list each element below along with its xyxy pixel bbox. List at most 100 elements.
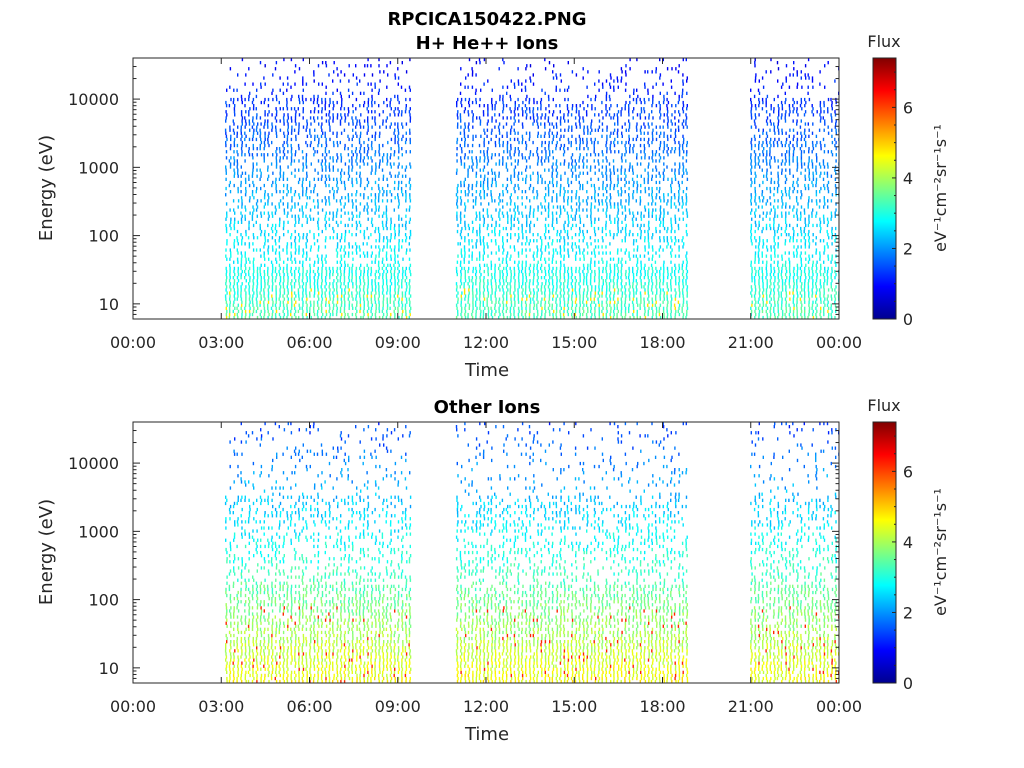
flux-cell [556, 294, 559, 298]
flux-cell [547, 159, 550, 163]
flux-cell [617, 266, 619, 271]
flux-cell [374, 180, 377, 185]
flux-cell [456, 147, 458, 151]
flux-cell [602, 193, 605, 197]
flux-cell [232, 199, 235, 203]
flux-cell [336, 180, 338, 185]
flux-cell [371, 134, 373, 138]
flux-cell [351, 177, 353, 181]
flux-cell [613, 269, 616, 274]
flux-cell [543, 134, 546, 138]
flux-cell [613, 165, 615, 169]
flux-cell [640, 233, 642, 237]
flux-cell [602, 282, 604, 286]
flux-cell [571, 288, 574, 292]
flux-cell [291, 291, 293, 295]
flux-cell [479, 168, 481, 172]
flux-cell [359, 282, 362, 286]
flux-cell [624, 291, 626, 295]
flux-cell [363, 236, 366, 240]
flux-cell [582, 306, 584, 310]
flux-cell [559, 73, 562, 77]
flux-cell [408, 257, 411, 261]
flux-cell [306, 303, 308, 307]
flux-cell [351, 245, 354, 249]
flux-cell [659, 297, 661, 301]
flux-cell [658, 190, 660, 194]
flux-cell [482, 254, 484, 258]
flux-cell [659, 245, 662, 249]
flux-cell [487, 171, 489, 175]
flux-cell [621, 107, 623, 111]
flux-cell [476, 306, 478, 310]
flux-cell [640, 279, 642, 283]
flux-cell [643, 223, 645, 228]
flux-cell [264, 110, 266, 114]
flux-cell [355, 171, 358, 175]
flux-cell [636, 297, 638, 301]
flux-cell [295, 300, 297, 304]
flux-cell [514, 214, 516, 218]
flux-cell [271, 223, 274, 228]
flux-cell [347, 177, 350, 181]
flux-cell [278, 245, 281, 249]
flux-cell [482, 300, 484, 304]
flux-cell [329, 294, 331, 298]
flux-cell [378, 294, 380, 298]
flux-cell [498, 245, 500, 249]
flux-cell [468, 248, 470, 252]
flux-cell [394, 236, 396, 240]
flux-cell [483, 193, 485, 197]
flux-cell [225, 315, 228, 319]
flux-cell [275, 125, 277, 129]
flux-cell [290, 159, 293, 163]
flux-cell [533, 291, 535, 295]
flux-cell [467, 233, 469, 237]
flux-cell [386, 282, 388, 286]
flux-cell [521, 229, 523, 234]
flux-cell [267, 202, 269, 206]
flux-cell [460, 82, 462, 86]
flux-cell [640, 100, 642, 105]
flux-cell [378, 303, 380, 307]
flux-cell [575, 269, 577, 274]
flux-cell [582, 137, 584, 142]
flux-cell [628, 254, 630, 258]
flux-cell [360, 180, 362, 185]
flux-cell [225, 110, 227, 114]
flux-cell [226, 303, 228, 307]
flux-cell [528, 285, 530, 289]
flux-cell [329, 269, 331, 274]
flux-cell [548, 97, 550, 102]
flux-cell [325, 202, 327, 206]
flux-cell [544, 306, 546, 310]
flux-cell [297, 131, 300, 135]
flux-cell [472, 205, 475, 209]
flux-cell [536, 272, 539, 277]
flux-cell [536, 266, 538, 271]
flux-cell [302, 82, 304, 86]
flux-cell [306, 220, 308, 224]
flux-cell [359, 266, 361, 271]
flux-cell [294, 64, 297, 68]
flux-cell [355, 288, 357, 292]
flux-cell [278, 223, 281, 228]
flux-cell [283, 131, 285, 135]
flux-cell [617, 211, 619, 215]
flux-cell [541, 297, 543, 301]
flux-cell [259, 223, 261, 228]
flux-cell [610, 205, 612, 209]
flux-cell [241, 100, 243, 105]
flux-cell [567, 306, 570, 310]
flux-cell [297, 291, 300, 295]
flux-cell [332, 291, 334, 295]
flux-cell [629, 165, 631, 169]
flux-cell [341, 196, 343, 200]
flux-cell [498, 223, 501, 228]
flux-cell [495, 134, 497, 138]
flux-cell [524, 312, 527, 317]
flux-cell [609, 199, 611, 203]
flux-cell [237, 205, 239, 209]
flux-cell [471, 100, 474, 105]
flux-cell [272, 153, 274, 157]
